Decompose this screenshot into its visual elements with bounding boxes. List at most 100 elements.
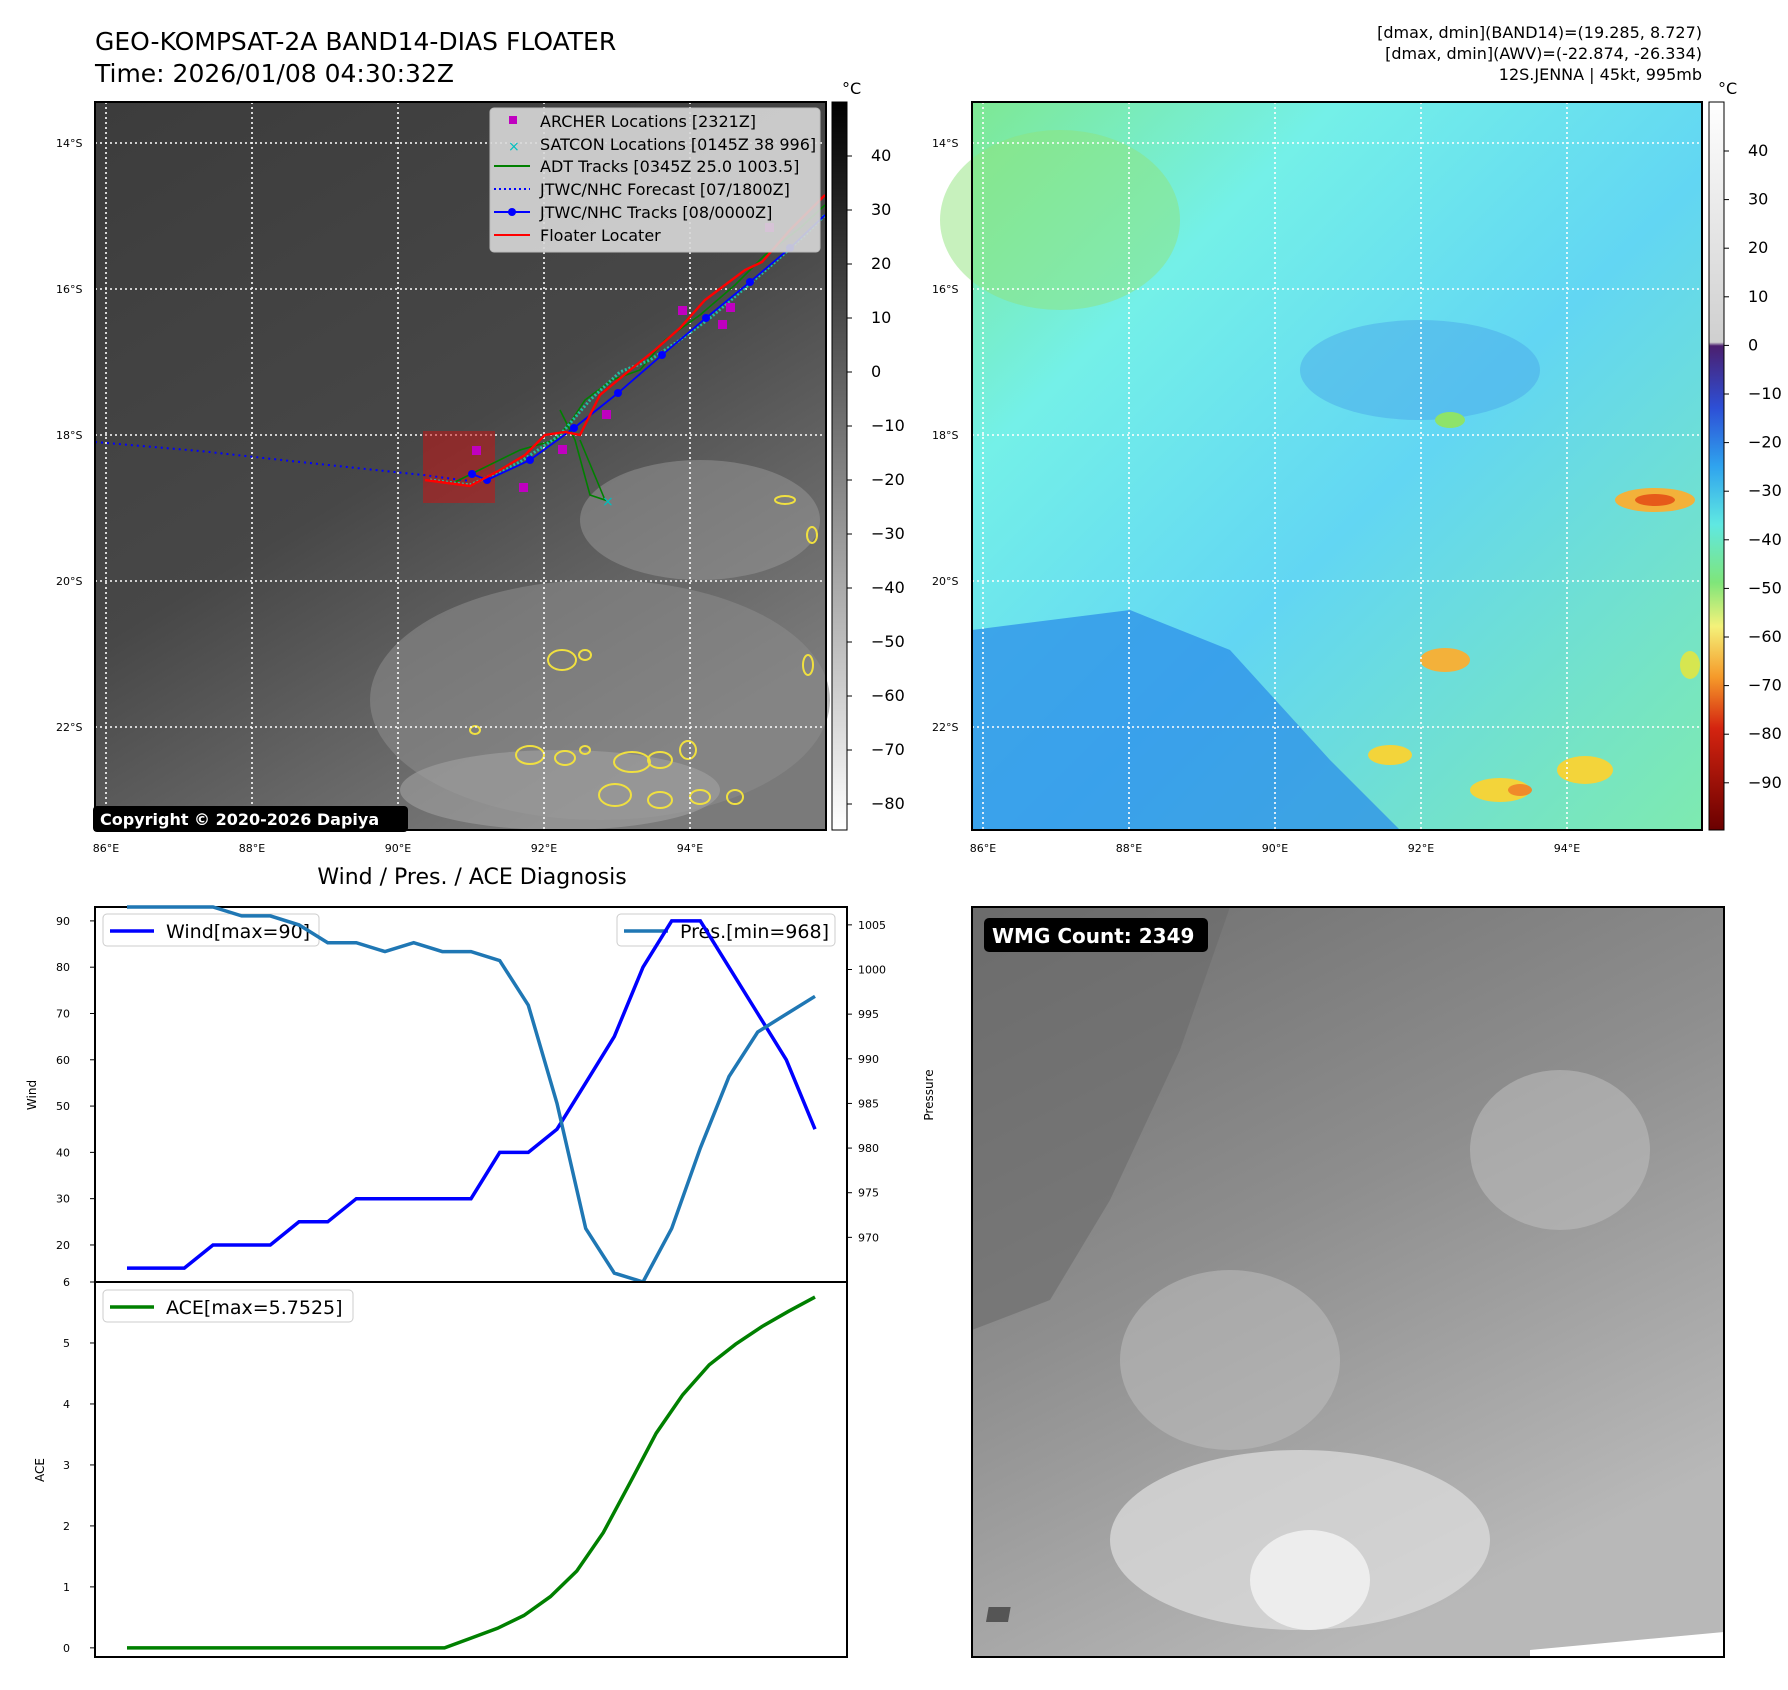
figure-title-line1: GEO-KOMPSAT-2A BAND14-DIAS FLOATER [95,27,616,56]
awv-map-frame [971,101,1703,831]
colorbar-tick-label: 40 [1748,141,1768,160]
wind-pressure-chart: Wind Pressure Wind[max=90] Pres.[min=968… [25,905,936,1285]
lat-label: 22°S [932,721,958,734]
colorbar-tick-label: 20 [871,254,891,273]
lon-label: 94°E [677,842,703,855]
ir-map-legend: ARCHER Locations [2321Z] × SATCON Locati… [489,107,821,253]
colorbar-left-unit: °C [842,79,861,98]
pressure-tick-label: 970 [858,1231,879,1244]
legend-tracks-dot-icon [508,208,516,216]
wmg-dark-region [972,907,1230,1330]
legend-adt: ADT Tracks [0345Z 25.0 1003.5] [540,157,799,176]
wind-tick-label: 90 [56,915,70,928]
copyright-badge [93,806,408,832]
lat-label: 14°S [56,137,82,150]
legend-satcon: SATCON Locations [0145Z 38 996] [540,135,816,154]
lat-label: 14°S [932,137,958,150]
colorbar-tick-label: 20 [1748,238,1768,257]
awv-map-gridlines [972,102,1702,830]
awv-map-axes: 14°S 16°S 18°S 20°S 22°S 86°E 88°E 90°E … [932,137,1580,855]
lon-label: 86°E [970,842,996,855]
pressure-tick-label: 1000 [858,964,886,977]
pressure-tick-label: 990 [858,1053,879,1066]
wind-tick-label: 50 [56,1100,70,1113]
legend-satcon-x-icon: × [508,139,520,155]
lon-label: 86°E [93,842,119,855]
wmg-panel: WMG Count: 2349 [971,906,1725,1658]
ace-tick-label: 0 [63,1642,70,1655]
moist-patch [940,130,1180,310]
cloud-mass [580,460,820,580]
colorbar-tick-label: −80 [1748,724,1782,743]
wmg-center-marker [985,1607,1011,1622]
awv-map-panel [940,101,1703,831]
wmg-bright-core [1250,1530,1370,1630]
copyright-text: Copyright © 2020-2026 Dapiya [100,810,379,829]
floater-box [423,431,495,503]
pressure-tick-label: 980 [858,1142,879,1155]
pressure-tick-label: 1005 [858,919,886,932]
wmg-count-badge [984,918,1208,952]
legend-archer: ARCHER Locations [2321Z] [540,112,756,131]
wmg-bright-region [1470,1070,1650,1230]
colorbar-tick-label: −80 [871,794,905,813]
colorbar-tick-label: 0 [871,362,881,381]
wind-pressure-frame [94,906,848,1283]
figure-title-line2: Time: 2026/01/08 04:30:32Z [94,59,454,88]
lat-label: 20°S [56,575,82,588]
ace-series-line [127,1295,816,1650]
satcon-marker: × [602,494,614,510]
info-line1: [dmax, dmin](BAND14)=(19.285, 8.727) [1377,23,1702,42]
lon-label: 92°E [531,842,557,855]
awv-hot-spots [1368,412,1700,802]
info-line2: [dmax, dmin](AWV)=(-22.874, -26.334) [1385,44,1702,63]
legend-archer-square-icon [509,116,517,124]
lat-label: 16°S [56,283,82,296]
colorbar-tick-label: 40 [871,146,891,165]
ace-legend-label: ACE[max=5.7525] [166,1297,343,1319]
colorbar-tick-label: 30 [871,200,891,219]
lon-label: 90°E [385,842,411,855]
lon-label: 88°E [1116,842,1142,855]
colorbar-tick-label: −20 [871,470,905,489]
wind-legend: Wind[max=90] [102,913,320,947]
lat-label: 18°S [932,429,958,442]
lon-label: 88°E [239,842,265,855]
wind-tick-label: 40 [56,1146,70,1159]
lat-label: 20°S [932,575,958,588]
wind-tick-label: 60 [56,1054,70,1067]
colorbar-tick-label: −60 [871,686,905,705]
wind-series-line [127,919,817,1270]
wmg-edge [1530,1632,1724,1657]
dry-air-patch [1300,320,1540,420]
colorbar-tick-label: −10 [871,416,905,435]
jtwc-forecast-track [94,441,471,482]
ace-tick-label: 3 [63,1459,70,1472]
lat-label: 22°S [56,721,82,734]
lat-label: 18°S [56,429,82,442]
ir-map-panel: × ARCHER Locations [2321Z] × SATCON Loca… [93,101,830,832]
wind-tick-label: 20 [56,1239,70,1252]
pressure-axis-label: Pressure [922,1069,936,1120]
ace-tick-label: 4 [63,1398,70,1411]
ace-chart: ACE ACE[max=5.7525] 6 5 4 3 2 1 0 [33,1276,848,1658]
ir-map-axes: 14°S 16°S 18°S 20°S 22°S 86°E 88°E 90°E … [56,137,703,855]
wind-legend-label: Wind[max=90] [166,921,310,943]
colorbar-tick-label: −40 [871,578,905,597]
pressure-legend: Pres.[min=968] [616,913,836,947]
colorbar-tick-label: 30 [1748,190,1768,209]
ir-map-frame [94,101,827,831]
colorbar-left: °C 40 30 20 10 0 −10 −20 −30 −40 −50 −60 −70 −80 [831,79,905,831]
ace-tick-label: 1 [63,1581,70,1594]
pressure-tick-label: 975 [858,1187,879,1200]
floater-locater-track [424,194,826,488]
colorbar-tick-label: −20 [1748,433,1782,452]
diagnosis-title: Wind / Pres. / ACE Diagnosis [317,865,626,890]
lon-label: 94°E [1554,842,1580,855]
ace-axis-label: ACE [33,1458,47,1482]
wmg-bright-region [1120,1270,1340,1450]
colorbar-tick-label: −60 [1748,627,1782,646]
jtwc-best-track [471,214,826,481]
cold-cloud-contours [469,495,818,809]
